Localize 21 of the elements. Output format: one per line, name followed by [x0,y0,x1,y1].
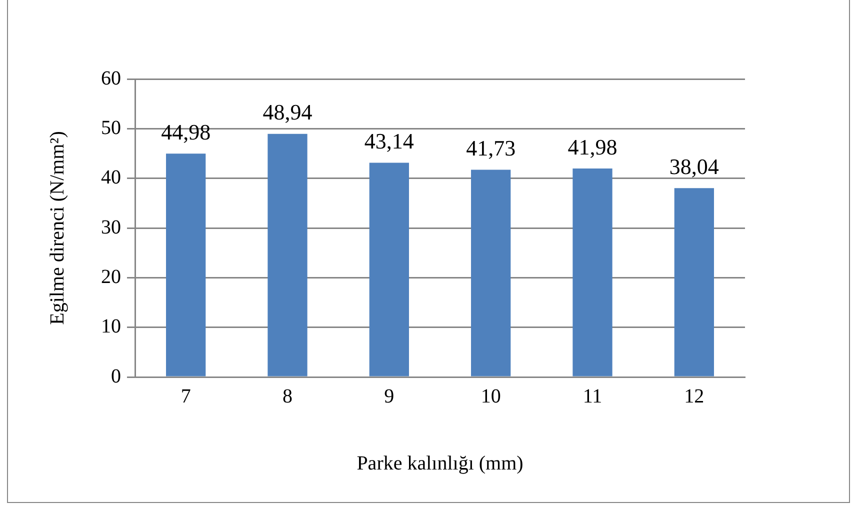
y-tick-label: 60 [101,67,121,90]
data-label: 48,94 [262,100,312,125]
y-tick-label: 50 [101,116,121,139]
data-label: 41,73 [466,136,516,161]
x-tick-label: 11 [582,385,602,408]
x-tick-label: 10 [480,385,501,408]
data-label: 41,98 [568,134,618,160]
data-label: 43,14 [364,128,414,154]
x-tick-label: 7 [180,385,191,408]
y-tick-label: 0 [111,365,121,388]
x-axis-title: Parke kalınlığı (mm) [356,452,524,474]
data-label: 38,04 [669,154,719,179]
x-tick-label: 8 [282,385,292,408]
x-tick-label: 12 [684,385,704,408]
y-tick-label: 20 [101,266,121,288]
y-tick-label: 10 [101,316,121,338]
y-tick-label: 30 [101,216,121,238]
data-label: 44,98 [161,119,211,144]
y-tick-label: 40 [101,166,121,189]
x-tick-label: 9 [384,385,394,408]
y-axis-title: Egilme direnci (N/mm²) [46,131,68,325]
